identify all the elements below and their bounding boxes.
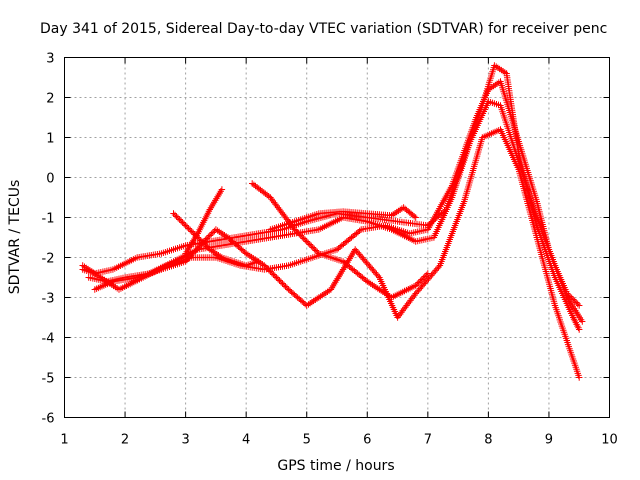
y-tick-label: -5 (42, 372, 55, 387)
x-tick-label: 6 (363, 433, 371, 448)
y-tick-label: -2 (42, 252, 55, 267)
x-tick-label: 10 (601, 433, 618, 448)
y-tick-label: -3 (42, 292, 55, 307)
x-tick-label: 4 (242, 433, 250, 448)
plot-frame (64, 57, 610, 418)
x-tick-label: 7 (424, 433, 432, 448)
y-axis-label: SDTVAR / TECUs (7, 180, 23, 295)
x-tick-label: 3 (181, 433, 189, 448)
series-track-h (267, 204, 419, 233)
series-markers (249, 180, 431, 301)
y-tick-label: 0 (46, 172, 54, 187)
x-tick-label: 8 (484, 433, 492, 448)
x-tick-label: 2 (121, 433, 129, 448)
y-tick-label: -1 (42, 212, 55, 227)
series-layer (79, 62, 586, 381)
series-track-g (249, 180, 431, 301)
y-tick-label: 1 (46, 132, 54, 147)
x-tick-label: 1 (60, 433, 68, 448)
y-tick-label: -6 (42, 412, 55, 427)
x-tick-label: 9 (545, 433, 553, 448)
chart-title: Day 341 of 2015, Sidereal Day-to-day VTE… (40, 21, 607, 37)
x-tick-label: 5 (303, 433, 311, 448)
ticks: 1 2 3 4 5 6 7 8 9 10 -6 -5 -4 -3 -2 -1 0 1 2 3 (42, 52, 618, 448)
series-track-f (182, 186, 226, 257)
y-tick-label: 3 (46, 52, 54, 67)
series-track-e (170, 210, 262, 269)
series-markers (182, 186, 226, 257)
series-markers (267, 204, 419, 233)
y-tick-label: -4 (42, 332, 55, 347)
x-axis-label: GPS time / hours (277, 458, 394, 474)
y-tick-label: 2 (46, 92, 54, 107)
